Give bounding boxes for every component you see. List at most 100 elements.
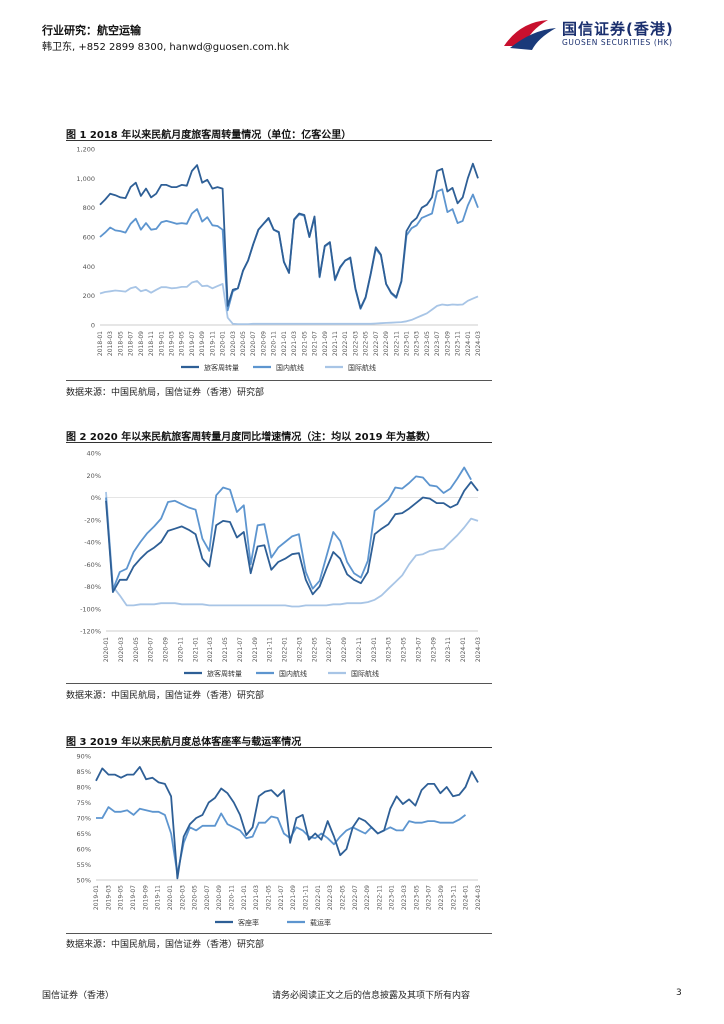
x-tick-label: 2019-01 (158, 331, 165, 356)
x-tick-label: 2020-07 (148, 637, 155, 662)
figure-2-top-rule (66, 442, 492, 443)
legend-label: 国内航线 (279, 669, 307, 678)
y-tick-label: -100% (80, 605, 101, 613)
y-tick-label: -80% (84, 583, 101, 591)
y-tick-label: -120% (80, 628, 101, 636)
x-tick-label: 2020-05 (192, 885, 199, 910)
x-tick-label: 2020-01 (220, 331, 227, 356)
y-tick-label: 50% (77, 877, 91, 885)
logo-text-en: GUOSEN SECURITIES (HK) (562, 38, 673, 47)
x-tick-label: 2021-07 (237, 637, 244, 662)
report-category: 行业研究：航空运输 (42, 24, 141, 37)
x-tick-label: 2023-11 (450, 885, 457, 910)
x-tick-label: 2023-03 (386, 637, 393, 662)
x-tick-label: 2023-07 (415, 637, 422, 662)
y-tick-label: 0% (91, 494, 101, 502)
x-tick-label: 2022-07 (352, 885, 359, 910)
figure-2-bottom-rule (66, 683, 492, 684)
x-tick-label: 2018-01 (97, 331, 104, 356)
x-tick-label: 2018-11 (148, 331, 155, 356)
footer-company: 国信证券（香港） (42, 991, 115, 1001)
x-tick-label: 2019-03 (169, 331, 176, 356)
x-tick-label: 2020-05 (240, 331, 247, 356)
x-tick-label: 2021-01 (281, 331, 288, 356)
x-tick-label: 2019-11 (155, 885, 162, 910)
x-tick-label: 2023-03 (414, 331, 421, 356)
x-tick-label: 2020-03 (179, 885, 186, 910)
x-tick-label: 2021-07 (312, 331, 319, 356)
series-line-1 (99, 162, 479, 310)
x-tick-label: 2021-09 (290, 885, 297, 910)
figure-1-title: 图 1 2018 年以来民航月度旅客周转量情况（单位：亿客公里） (66, 130, 352, 141)
figure-2-chart: -120% -100% -80% -60% -40% -20% 0% 20% 40% 2020-0… (80, 450, 482, 679)
legend-label: 旅客周转量 (204, 363, 239, 372)
series-line-2 (105, 466, 472, 591)
x-tick-label: 2023-01 (389, 885, 396, 910)
x-tick-label: 2021-11 (332, 331, 339, 356)
figure-1-bottom-rule (66, 380, 492, 381)
x-tick-label: 2022-07 (326, 637, 333, 662)
y-tick-label: 600 (83, 234, 95, 242)
y-tick-label: 90% (77, 753, 91, 761)
x-tick-label: 2022-11 (356, 637, 363, 662)
series-line-2 (96, 806, 467, 875)
y-tick-label: -40% (84, 539, 101, 547)
logo-mark-icon (504, 20, 556, 50)
x-tick-label: 2024-03 (475, 885, 482, 910)
x-tick-label: 2023-05 (413, 885, 420, 910)
x-tick-label: 2024-01 (460, 637, 467, 662)
y-tick-label: 20% (87, 472, 101, 480)
x-tick-label: 2022-07 (373, 331, 380, 356)
x-tick-label: 2018-03 (107, 331, 114, 356)
x-tick-label: 2024-01 (465, 331, 472, 356)
x-tick-label: 2020-11 (229, 885, 236, 910)
series-line-3 (99, 280, 479, 326)
x-tick-label: 2018-09 (138, 331, 145, 356)
legend-label: 国际航线 (351, 669, 379, 678)
footer-disclaimer: 请务必阅读正文之后的信息披露及其项下所有内容 (272, 991, 471, 1001)
figure-3-source: 数据来源：中国民航局，国信证券（香港）研究部 (66, 940, 265, 950)
figure-1-source: 数据来源：中国民航局，国信证券（香港）研究部 (66, 388, 265, 398)
x-tick-label: 2019-09 (142, 885, 149, 910)
x-tick-label: 2023-01 (403, 331, 410, 356)
x-tick-label: 2022-01 (282, 637, 289, 662)
x-tick-label: 2022-03 (327, 885, 334, 910)
x-tick-label: 2020-11 (177, 637, 184, 662)
x-tick-label: 2018-05 (117, 331, 124, 356)
x-tick-label: 2018-07 (128, 331, 135, 356)
legend-label: 国际航线 (348, 363, 376, 372)
x-tick-label: 2022-11 (393, 331, 400, 356)
y-tick-label: 400 (83, 263, 95, 271)
figure-2-title: 图 2 2020 年以来民航旅客周转量月度同比增速情况（注：均以 2019 年为… (66, 432, 437, 443)
x-tick-label: 2020-03 (230, 331, 237, 356)
x-tick-label: 2021-01 (192, 637, 199, 662)
x-tick-label: 2021-05 (301, 331, 308, 356)
legend-label: 载运率 (310, 918, 331, 927)
x-tick-label: 2024-01 (463, 885, 470, 910)
y-tick-label: 200 (83, 292, 95, 300)
legend-label: 国内航线 (276, 363, 304, 372)
x-tick-label: 2023-05 (424, 331, 431, 356)
legend-label: 旅客周转量 (207, 669, 242, 678)
x-tick-label: 2019-07 (189, 331, 196, 356)
y-tick-label: 60% (77, 846, 91, 854)
y-tick-label: -60% (84, 561, 101, 569)
figure-3-top-rule (66, 747, 492, 748)
x-tick-label: 2022-09 (364, 885, 371, 910)
y-tick-label: 80% (77, 784, 91, 792)
x-tick-label: 2019-03 (105, 885, 112, 910)
series-line-1 (95, 765, 479, 880)
page-number: 3 (676, 988, 682, 998)
x-tick-label: 2020-09 (216, 885, 223, 910)
y-tick-label: 40% (87, 450, 101, 458)
figure-3-bottom-rule (66, 933, 492, 934)
x-tick-label: 2019-11 (209, 331, 216, 356)
x-tick-label: 2023-09 (430, 637, 437, 662)
y-tick-label: 85% (77, 768, 91, 776)
x-tick-label: 2021-09 (322, 331, 329, 356)
y-tick-label: 70% (77, 815, 91, 823)
y-tick-label: 1,200 (76, 146, 95, 154)
y-tick-label: 1,000 (76, 175, 95, 183)
y-tick-label: 800 (83, 204, 95, 212)
x-tick-label: 2023-11 (445, 637, 452, 662)
